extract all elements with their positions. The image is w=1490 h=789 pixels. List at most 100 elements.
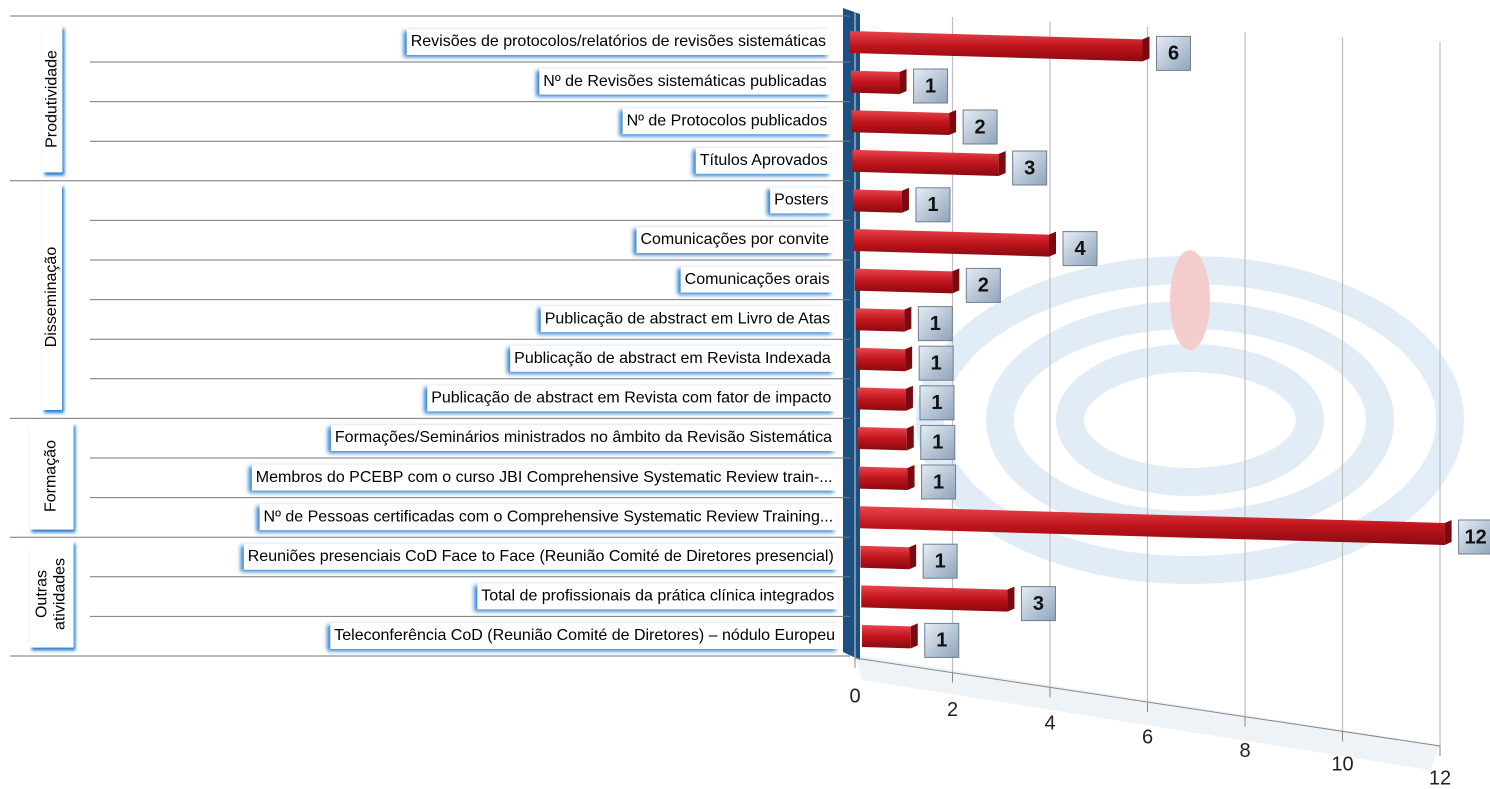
bar — [858, 427, 907, 451]
label-box — [477, 583, 839, 610]
category-label: Nº de Revisões sistemáticas publicadas — [543, 73, 826, 90]
x-tick-label: 0 — [849, 685, 860, 707]
bar-end — [1007, 586, 1015, 612]
x-tick-label: 4 — [1044, 713, 1055, 735]
bar — [851, 110, 950, 135]
bar-end — [910, 623, 918, 649]
value-box — [1156, 35, 1191, 71]
value-label: 1 — [925, 75, 936, 97]
category-label: Membros do PCEBP com o curso JBI Compreh… — [256, 469, 833, 486]
value-box — [917, 306, 953, 342]
floor — [855, 655, 1440, 770]
bar — [861, 585, 1008, 612]
category-label: Teleconferência CoD (Reunião Comité de D… — [334, 627, 835, 644]
category-label: Posters — [774, 192, 828, 209]
value-label: 1 — [931, 352, 942, 374]
value-label: 1 — [931, 392, 942, 414]
bar — [853, 189, 902, 213]
bar-end — [949, 110, 957, 135]
value-box — [1458, 519, 1490, 555]
category-label: Total de profissionais da prática clínic… — [481, 588, 834, 605]
label-box — [680, 266, 834, 293]
value-label: 1 — [935, 550, 946, 572]
group-label: Disseminação — [42, 184, 62, 411]
bar-end — [899, 69, 907, 94]
value-box — [913, 68, 949, 104]
bar-end — [952, 268, 960, 294]
x-tick-label: 10 — [1331, 754, 1353, 776]
value-box — [1020, 586, 1056, 622]
category-label: Publicação de abstract em Revista com fa… — [431, 390, 831, 407]
value-label: 3 — [1033, 593, 1044, 615]
bar — [856, 347, 906, 372]
bar-end — [1142, 36, 1150, 62]
value-label: 4 — [1074, 238, 1086, 260]
category-label: Publicação de abstract em Livro de Atas — [545, 310, 831, 327]
label-box — [695, 147, 832, 174]
label-box — [622, 108, 832, 135]
label-box — [251, 464, 837, 491]
bar — [858, 466, 908, 490]
value-box — [922, 543, 958, 579]
category-label: Nº de Protocolos publicados — [627, 112, 828, 129]
value-label: 2 — [975, 116, 986, 138]
bar-end — [907, 465, 915, 490]
group-label: Produtividade — [42, 25, 63, 173]
category-label: Publicação de abstract em Revista Indexa… — [514, 350, 831, 367]
category-label: Títulos Aprovados — [700, 152, 828, 169]
bar-end — [1444, 520, 1452, 545]
bar-end — [906, 425, 914, 451]
bar — [862, 625, 911, 649]
value-label: 1 — [932, 432, 943, 454]
value-box — [1012, 150, 1048, 186]
value-box — [965, 267, 1001, 303]
value-box — [924, 622, 960, 658]
category-label: Nº de Pessoas certificadas com o Compreh… — [264, 508, 834, 525]
bar — [857, 387, 906, 411]
value-label: 1 — [933, 471, 944, 493]
value-label: 1 — [930, 313, 941, 335]
group-label: Formação — [30, 422, 74, 530]
group-label: Outras atividades — [30, 540, 74, 648]
value-label: 12 — [1464, 526, 1486, 548]
label-box — [540, 306, 835, 333]
x-tick-label: 12 — [1429, 767, 1451, 789]
label-box — [510, 345, 835, 372]
bar — [852, 149, 999, 176]
bar — [850, 70, 900, 94]
x-tick-label: 2 — [947, 699, 958, 721]
category-label: Comunicações por convite — [640, 231, 829, 248]
value-box — [1062, 231, 1098, 267]
bar-end — [998, 151, 1006, 176]
category-label: Revisões de protocolos/relatórios de rev… — [411, 33, 826, 50]
bar-end — [1049, 231, 1056, 257]
value-box — [962, 109, 998, 145]
label-box — [330, 623, 839, 649]
bar-end — [905, 346, 913, 372]
value-label: 1 — [927, 194, 938, 216]
value-box — [918, 345, 954, 381]
value-box — [920, 424, 956, 460]
bar — [854, 268, 953, 294]
bar — [860, 545, 910, 570]
category-label: Comunicações orais — [685, 271, 830, 288]
value-label: 3 — [1024, 157, 1035, 179]
label-box — [770, 187, 833, 214]
x-tick-label: 8 — [1239, 740, 1250, 762]
category-label: Formações/Seminários ministrados no âmbi… — [335, 429, 832, 446]
bar — [859, 506, 1445, 545]
label-box — [539, 68, 831, 95]
value-label: 2 — [978, 275, 989, 297]
label-box — [259, 504, 838, 531]
label-box — [636, 227, 834, 253]
bar-end — [901, 187, 909, 213]
bar — [854, 229, 1049, 257]
label-box — [330, 425, 837, 451]
x-axis — [854, 657, 1441, 747]
wall — [843, 8, 860, 660]
bar-end — [909, 544, 917, 570]
value-label: 1 — [936, 630, 947, 652]
bar-end — [905, 385, 913, 411]
